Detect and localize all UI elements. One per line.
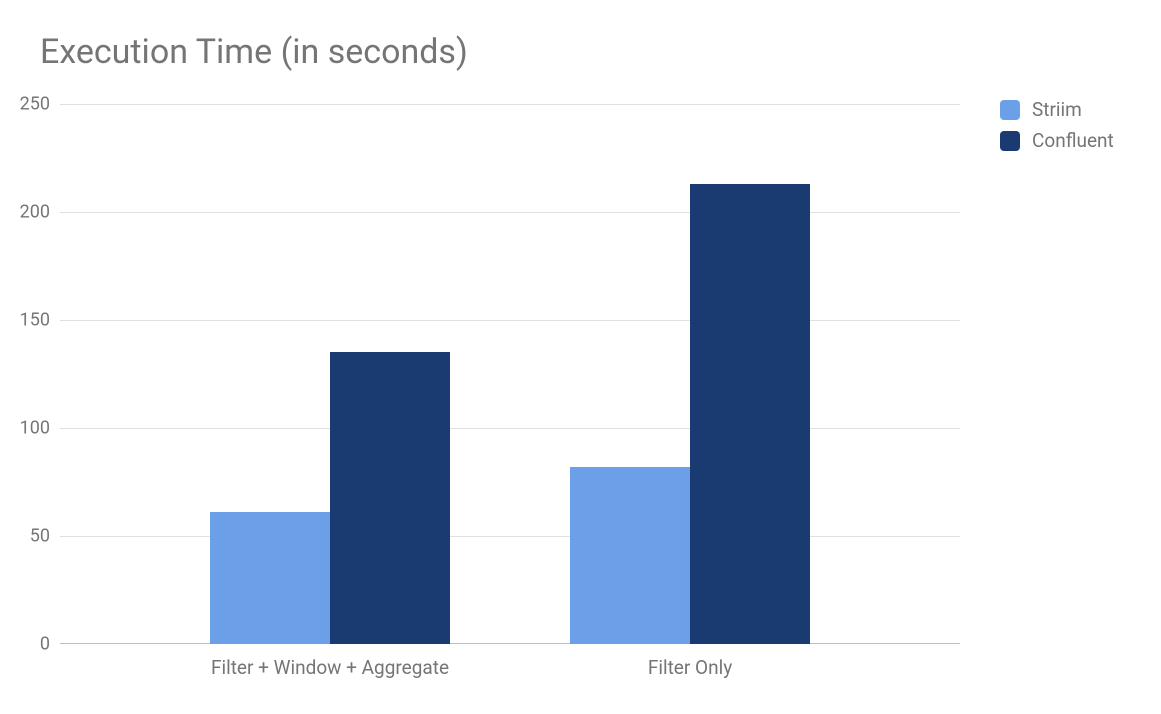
gridline (60, 212, 960, 213)
y-tick-label: 0 (40, 634, 50, 655)
gridline (60, 428, 960, 429)
x-axis-line (60, 643, 960, 644)
legend: Striim Confluent (1000, 98, 1114, 160)
bar (210, 512, 330, 644)
plot-area: 050100150200250Filter + Window + Aggrega… (60, 104, 960, 644)
gridline (60, 104, 960, 105)
legend-swatch (1000, 100, 1020, 120)
x-tick-label: Filter Only (648, 656, 732, 679)
legend-item: Confluent (1000, 129, 1114, 152)
bar (570, 467, 690, 644)
x-tick-label: Filter + Window + Aggregate (211, 656, 449, 679)
gridline (60, 536, 960, 537)
legend-item: Striim (1000, 98, 1114, 121)
bar (330, 352, 450, 644)
y-tick-label: 50 (30, 526, 50, 547)
legend-swatch (1000, 131, 1020, 151)
legend-label: Striim (1032, 98, 1082, 121)
bar (690, 184, 810, 644)
y-tick-label: 100 (20, 418, 50, 439)
gridline (60, 320, 960, 321)
legend-label: Confluent (1032, 129, 1114, 152)
y-tick-label: 200 (20, 202, 50, 223)
y-tick-label: 150 (20, 310, 50, 331)
chart-title: Execution Time (in seconds) (40, 32, 468, 72)
y-tick-label: 250 (20, 94, 50, 115)
